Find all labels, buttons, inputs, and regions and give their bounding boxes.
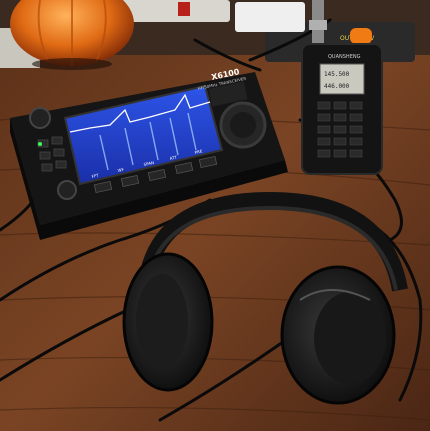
transceiver-screen [63, 84, 224, 186]
headphones [122, 191, 408, 405]
volume-knob[interactable] [29, 107, 51, 129]
secondary-knob[interactable] [57, 180, 77, 200]
spectrum-trace [69, 93, 211, 133]
screen-btn-label-4: PRE [194, 148, 203, 155]
radio-display [319, 63, 365, 95]
usb-plug [235, 2, 305, 32]
radio-display-line2: 446.000 [324, 83, 350, 90]
screen-btn-label-1: WF [117, 167, 125, 173]
headband [140, 191, 408, 292]
waterfall [99, 112, 197, 171]
screen-button-labels: FFT WF SPAN ATT PRE [91, 148, 203, 179]
transceiver: X6100 HF/50MHz TRANSCEIVER FFT [10, 67, 288, 240]
side-buttons[interactable] [37, 136, 67, 172]
power-led [38, 142, 42, 146]
screen-btn-label-3: ATT [169, 154, 178, 161]
pumpkin-lamp [10, 0, 134, 70]
radio-brand: QUANSHENG [328, 54, 361, 60]
screen-btn-label-0: FFT [91, 173, 99, 179]
radio-display-line1: 145.500 [324, 71, 350, 78]
power-strip [110, 0, 230, 22]
antenna-connector [309, 20, 327, 30]
orange-knob[interactable] [350, 28, 372, 44]
soft-buttons[interactable] [93, 155, 218, 194]
screen-btn-label-2: SPAN [143, 160, 154, 167]
radio-keypad[interactable] [317, 101, 363, 158]
speaker-grille [208, 81, 248, 107]
handheld-radio: QUANSHENG 145.500 446.000 [301, 0, 383, 175]
power-switch [178, 2, 190, 16]
